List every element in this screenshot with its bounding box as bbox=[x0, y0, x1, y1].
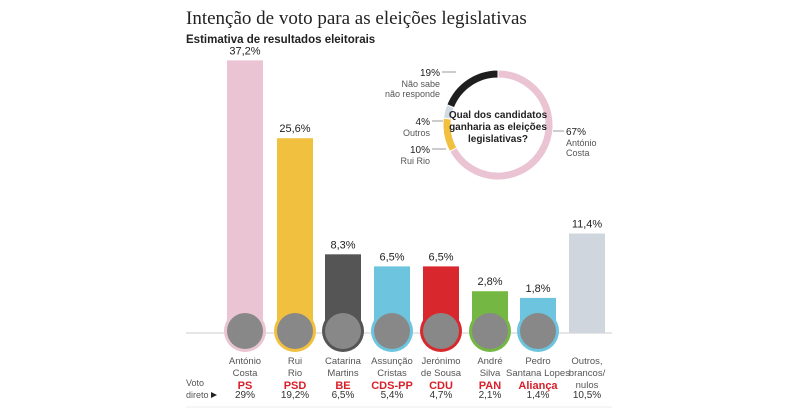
slice-value: 10% bbox=[410, 145, 430, 156]
party-label: PS bbox=[238, 380, 253, 392]
candidate-photo bbox=[472, 313, 508, 349]
category-label: Martins bbox=[327, 368, 358, 379]
candidate-photo bbox=[520, 313, 556, 349]
candidate-photo bbox=[374, 313, 410, 349]
direct-vote-value: 5,4% bbox=[381, 390, 404, 401]
chart-subtitle: Estimativa de resultados eleitorais bbox=[186, 34, 376, 46]
value-label: 11,4% bbox=[572, 219, 603, 231]
slice-value: 4% bbox=[416, 117, 431, 128]
slice-label: António bbox=[566, 138, 597, 148]
direct-vote-value: 19,2% bbox=[281, 390, 309, 401]
category-label: de Sousa bbox=[421, 368, 462, 379]
category-label: Cristas bbox=[377, 368, 407, 379]
direct-vote-label: Voto bbox=[186, 378, 204, 388]
slice-label: não responde bbox=[385, 89, 440, 99]
bar bbox=[569, 233, 605, 333]
category-label: Catarina bbox=[325, 356, 362, 367]
candidate-photo bbox=[423, 313, 459, 349]
donut-slice bbox=[446, 69, 499, 109]
category-label: Assunção bbox=[371, 356, 413, 367]
value-label: 37,2% bbox=[229, 45, 260, 57]
category-label: Costa bbox=[233, 368, 259, 379]
slice-label: Não sabe bbox=[401, 79, 440, 89]
value-label: 6,5% bbox=[428, 251, 453, 263]
party-label: PAN bbox=[479, 380, 501, 392]
value-label: 25,6% bbox=[279, 123, 310, 135]
slice-label: Rui Rio bbox=[400, 156, 430, 166]
bar bbox=[227, 60, 263, 333]
party-label: CDU bbox=[429, 380, 453, 392]
category-label: Rio bbox=[288, 368, 302, 379]
party-label: Aliança bbox=[518, 380, 558, 392]
value-label: 8,3% bbox=[330, 239, 355, 251]
direct-vote-label: direto bbox=[186, 390, 209, 400]
donut-title: legislativas? bbox=[468, 134, 528, 145]
category-label: António bbox=[229, 356, 261, 367]
category-label: Jerónimo bbox=[421, 356, 460, 367]
candidate-photo bbox=[325, 313, 361, 349]
category-label: André bbox=[477, 356, 502, 367]
category-label: Santana Lopes bbox=[506, 368, 570, 379]
category-label: brancos/ bbox=[569, 368, 606, 379]
donut-title: ganharia as eleições bbox=[449, 122, 547, 133]
chart-title: Intenção de voto para as eleições legisl… bbox=[186, 8, 527, 29]
direct-vote-value: 1,4% bbox=[527, 390, 550, 401]
category-label: Pedro bbox=[525, 356, 550, 367]
slice-value: 67% bbox=[566, 127, 586, 138]
arrow-right-icon bbox=[211, 392, 217, 398]
donut-title: Qual dos candidatos bbox=[449, 110, 548, 121]
direct-vote-value: 6,5% bbox=[332, 390, 355, 401]
party-label: BE bbox=[335, 380, 350, 392]
bar bbox=[277, 138, 313, 333]
party-label: PSD bbox=[284, 380, 307, 392]
value-label: 1,8% bbox=[525, 283, 550, 295]
party-label: CDS-PP bbox=[371, 380, 413, 392]
category-label: Silva bbox=[480, 368, 501, 379]
category-label: Rui bbox=[288, 356, 302, 367]
direct-vote-value: 10,5% bbox=[573, 390, 601, 401]
direct-vote-value: 29% bbox=[235, 390, 255, 401]
category-label: nulos bbox=[576, 380, 599, 391]
value-label: 2,8% bbox=[477, 276, 502, 288]
candidate-photo bbox=[227, 313, 263, 349]
value-label: 6,5% bbox=[379, 251, 404, 263]
candidate-photo bbox=[277, 313, 313, 349]
direct-vote-value: 4,7% bbox=[430, 390, 453, 401]
direct-vote-value: 2,1% bbox=[479, 390, 502, 401]
slice-value: 19% bbox=[420, 68, 440, 79]
category-label: Outros, bbox=[571, 356, 602, 367]
slice-label: Costa bbox=[566, 148, 590, 158]
slice-label: Outros bbox=[403, 128, 431, 138]
